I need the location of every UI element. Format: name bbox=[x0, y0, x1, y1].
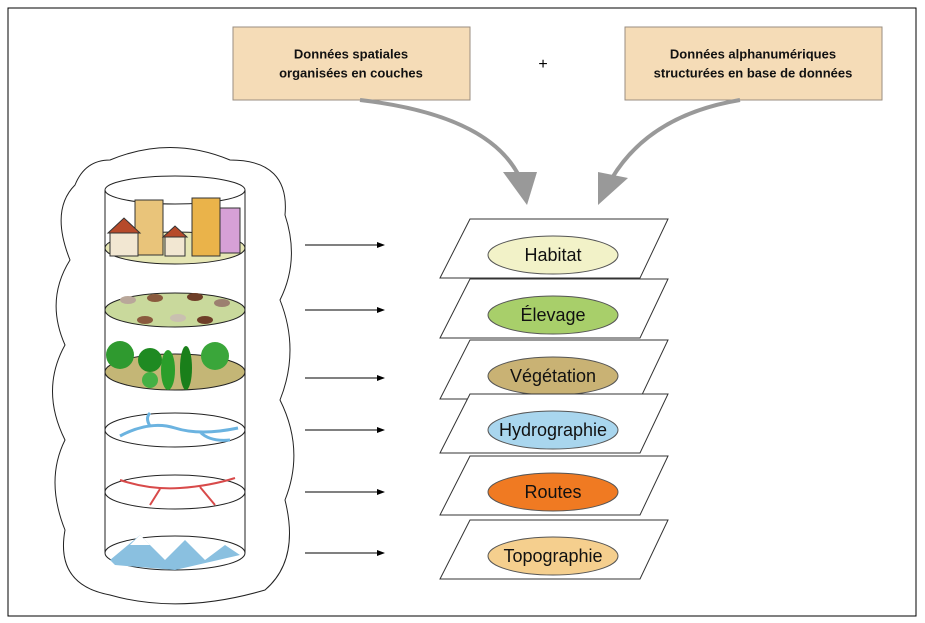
plus-sign: + bbox=[538, 56, 547, 73]
box-line: structurées en base de données bbox=[654, 65, 853, 80]
routes-disc bbox=[105, 475, 245, 509]
cylinder-top bbox=[105, 176, 245, 204]
box-line: organisées en couches bbox=[279, 65, 423, 80]
spatial-box bbox=[233, 27, 470, 100]
layer-label: Habitat bbox=[524, 245, 581, 265]
hydrography-disc bbox=[105, 413, 245, 447]
box-line: Données alphanumériques bbox=[670, 46, 836, 61]
diagram: Données spatiales organisées en couches … bbox=[0, 0, 925, 623]
layer-label: Végétation bbox=[510, 366, 596, 386]
elevage-disc bbox=[105, 293, 245, 327]
box-line: Données spatiales bbox=[294, 46, 408, 61]
page: Données spatiales organisées en couches … bbox=[0, 0, 925, 623]
layer-label: Hydrographie bbox=[499, 420, 607, 440]
layer-label: Élevage bbox=[520, 305, 585, 325]
layer-label: Topographie bbox=[503, 546, 602, 566]
alpha-box bbox=[625, 27, 882, 100]
layer-label: Routes bbox=[524, 482, 581, 502]
